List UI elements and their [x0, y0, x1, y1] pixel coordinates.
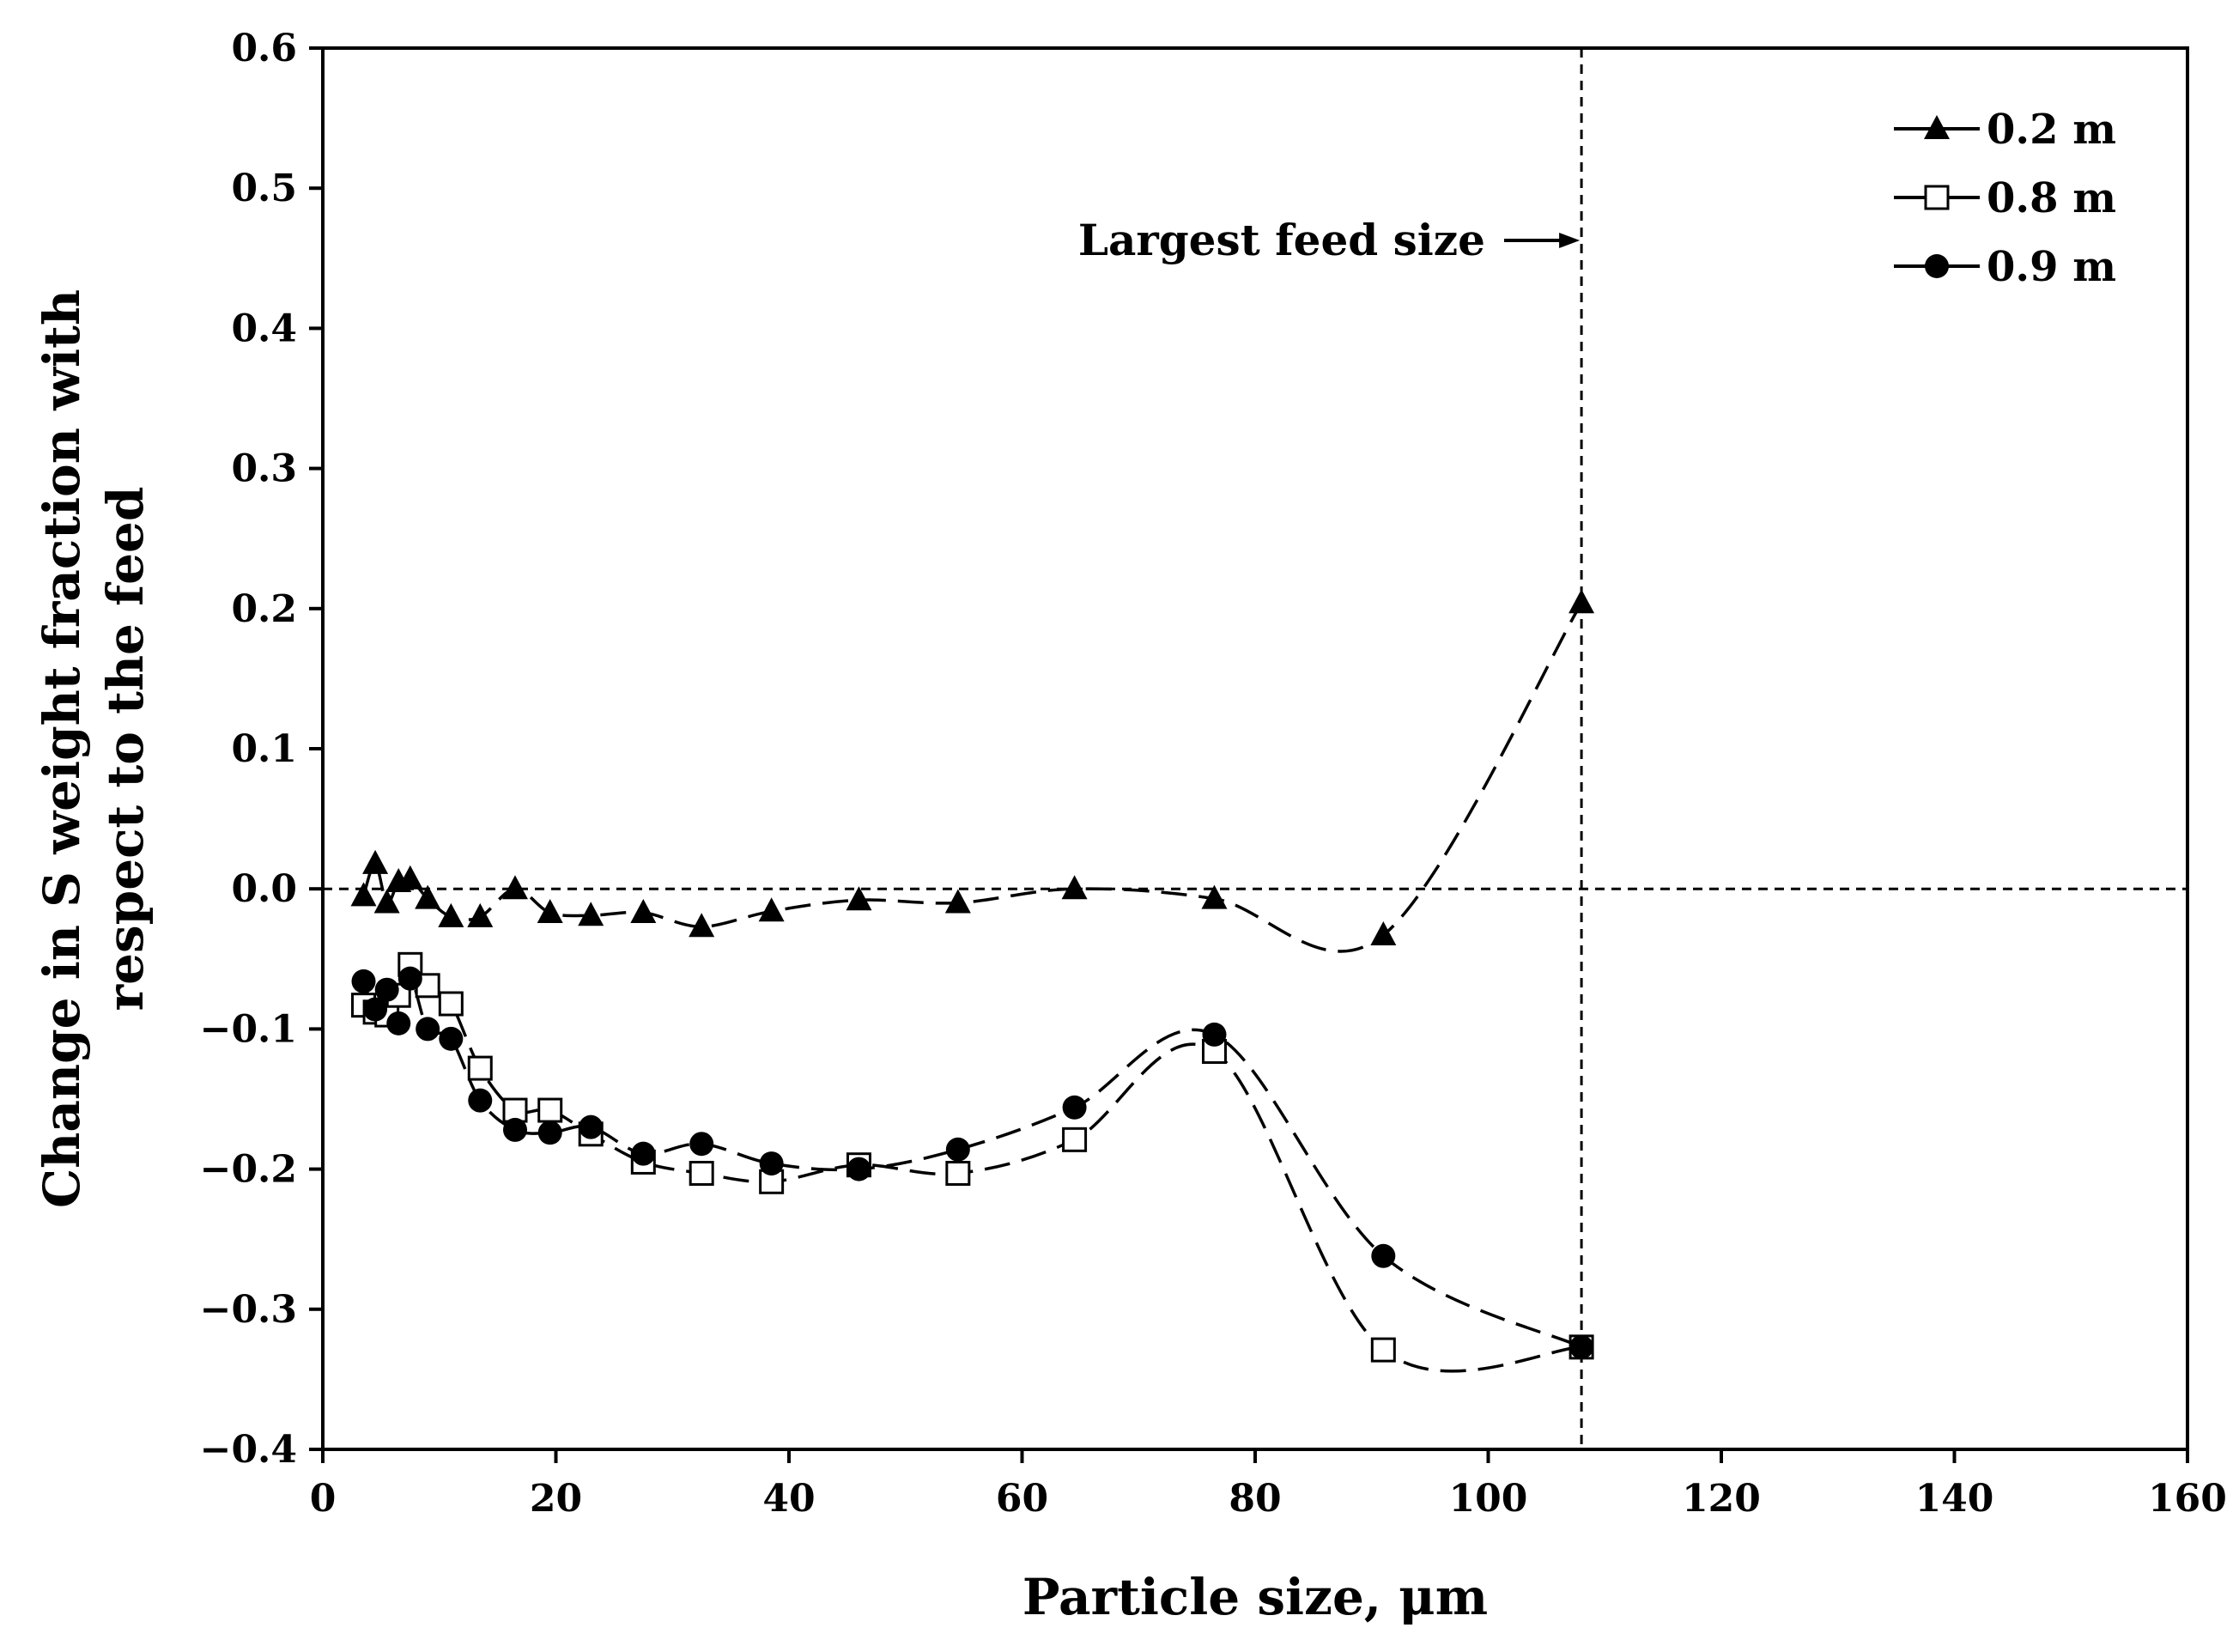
data-point: [502, 1117, 527, 1142]
y-tick-label: 0.4: [231, 307, 297, 350]
y-tick-label: 0.2: [231, 587, 297, 631]
data-point: [689, 913, 715, 938]
legend-label: 0.9 m: [1987, 243, 2116, 291]
x-tick-label: 100: [1449, 1477, 1528, 1521]
legend-item-2: 0.8 m: [1894, 174, 2116, 222]
legend-marker: [1925, 254, 1949, 278]
x-axis-title: Particle size, μm: [1022, 1568, 1488, 1626]
data-point: [945, 1160, 971, 1186]
data-point: [1569, 589, 1595, 614]
data-point: [945, 1137, 970, 1162]
data-point: [467, 1055, 493, 1081]
y-axis-title-line-2: respect to the feed: [96, 487, 155, 1011]
y-tick-label: 0.1: [231, 727, 297, 771]
data-point: [578, 902, 604, 926]
data-point: [630, 898, 657, 923]
y-tick-label: 0.6: [231, 27, 297, 70]
data-point: [438, 991, 464, 1017]
data-point: [579, 1114, 604, 1139]
largest-feed-size-annotation: Largest feed size: [1078, 215, 1581, 265]
legend-marker: [1924, 115, 1950, 139]
y-tick-label: −0.4: [200, 1428, 297, 1472]
data-point: [438, 902, 464, 927]
series-line-1: [361, 602, 1583, 953]
annotation-arrow-head: [1559, 233, 1581, 248]
data-point: [501, 875, 528, 900]
data-point: [1569, 1334, 1594, 1359]
data-point: [386, 1011, 411, 1036]
data-point: [468, 1088, 493, 1113]
data-point: [351, 969, 376, 993]
x-tick-label: 60: [996, 1477, 1048, 1521]
y-tick-label: 0.3: [231, 447, 297, 491]
y-tick-label: 0.0: [231, 867, 297, 911]
x-tick-label: 120: [1682, 1477, 1761, 1521]
legend-label: 0.8 m: [1987, 174, 2116, 222]
legend-marker: [1924, 185, 1950, 210]
data-point: [362, 849, 389, 874]
data-point: [689, 1132, 714, 1157]
series-2-points: [351, 951, 1594, 1363]
series-lines: [361, 602, 1583, 1373]
x-tick-label: 0: [310, 1477, 337, 1521]
legend: 0.2 m 0.8 m 0.9 m: [1894, 106, 2116, 291]
data-point: [416, 1017, 440, 1042]
data-point: [944, 889, 971, 914]
data-point: [1062, 1127, 1088, 1152]
data-point: [689, 1160, 714, 1186]
data-point: [374, 977, 399, 1002]
data-point: [1371, 1243, 1396, 1268]
data-point: [537, 898, 563, 923]
data-point: [631, 1141, 656, 1166]
series-1-points: [350, 589, 1595, 946]
data-point: [397, 865, 423, 890]
data-point: [397, 966, 422, 991]
data-point: [1201, 884, 1228, 909]
data-point: [1062, 1095, 1087, 1120]
series-line-2: [362, 963, 1582, 1373]
data-point: [1061, 875, 1088, 900]
data-point: [759, 1151, 784, 1176]
legend-item-3: 0.9 m: [1894, 243, 2116, 291]
reference-lines: [323, 48, 2187, 1449]
y-tick-label: −0.2: [200, 1148, 297, 1192]
data-point: [1370, 921, 1397, 946]
legend-label: 0.2 m: [1987, 106, 2116, 154]
data-point: [846, 886, 872, 911]
annotation-label: Largest feed size: [1078, 215, 1485, 265]
data-point: [467, 902, 494, 927]
data-point: [415, 884, 441, 909]
y-tick-label: 0.5: [231, 167, 297, 210]
data-point: [1202, 1022, 1227, 1047]
x-tick-label: 140: [1915, 1477, 1994, 1521]
series-3-points: [351, 966, 1594, 1359]
x-tick-label: 160: [2148, 1477, 2227, 1521]
x-tick-label: 40: [762, 1477, 815, 1521]
y-tick-label: −0.3: [200, 1288, 297, 1332]
legend-item-1: 0.2 m: [1894, 106, 2116, 154]
data-point: [537, 1097, 563, 1123]
data-point: [363, 997, 388, 1022]
data-point: [537, 1121, 562, 1145]
series-markers: [350, 589, 1595, 1363]
data-point: [373, 889, 400, 914]
data-point: [350, 882, 377, 907]
data-point: [846, 1157, 871, 1181]
x-tick-label: 20: [530, 1477, 582, 1521]
data-point: [758, 897, 785, 922]
axis-ticks: [309, 46, 2189, 1463]
axis-tick-labels: 0 20 40 60 80 100 120 140 160 −0.4 −0.3 −0.2 −0.1 0.0…: [200, 27, 2227, 1521]
y-tick-label: −0.1: [200, 1007, 297, 1051]
y-axis-title-line-1: Change in S weight fraction with: [33, 289, 91, 1208]
data-point: [439, 1026, 464, 1051]
y-axis-title: Change in S weight fraction with respect…: [33, 289, 155, 1208]
data-point: [1370, 1337, 1396, 1363]
series-line-3: [361, 976, 1582, 1349]
x-tick-label: 80: [1229, 1477, 1281, 1521]
